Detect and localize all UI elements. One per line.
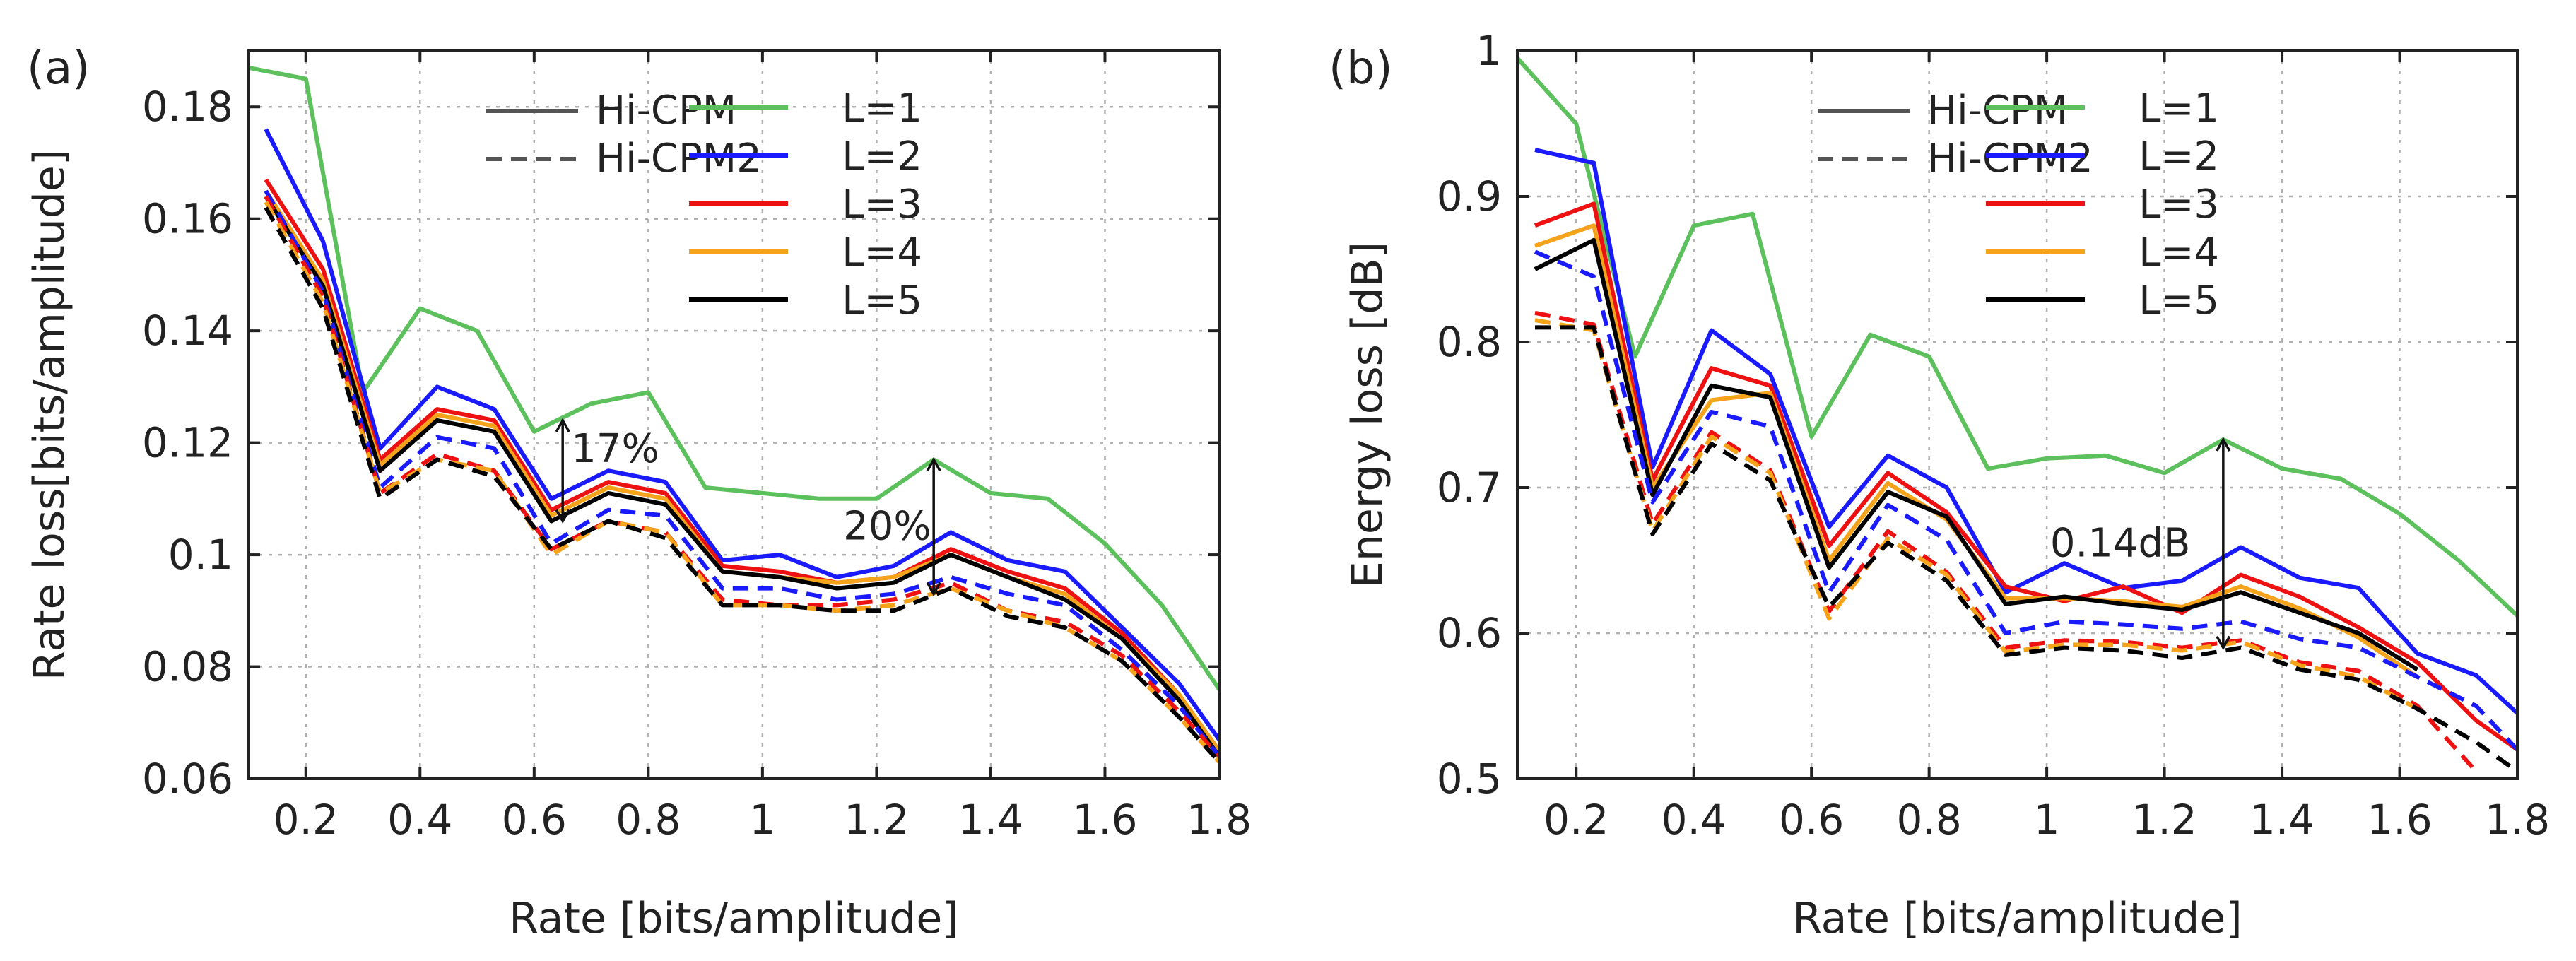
panel-b-xtick-label-6: 1.4 — [2249, 796, 2315, 844]
panel-a-legend-style-label-0: Hi-CPM — [596, 88, 736, 134]
panel-b-series-l-5-hi-cpm2 — [1535, 325, 2517, 774]
panel-a-xtick-label-3: 0.8 — [616, 796, 681, 844]
panel-b-series-l-4-hi-cpm2 — [1534, 318, 2418, 711]
panel-a-xtick-label-2: 0.6 — [502, 796, 567, 844]
panel-b-ytick-label-1: 0.6 — [1437, 609, 1502, 657]
panel-a-legend-L-label-0: L=1 — [842, 86, 922, 131]
panel-a-ytick-label-4: 0.14 — [142, 307, 233, 355]
panel-a-series-l-1 — [249, 65, 1219, 690]
panel-a-legend-L-label-4: L=5 — [842, 278, 922, 324]
panel-a-ytick-label-0: 0.06 — [142, 755, 233, 803]
panel-b-ytick-label-2: 0.7 — [1437, 464, 1502, 512]
panel-b-annotation-text-0: 0.14dB — [2050, 520, 2191, 566]
panel-a-ytick-label-1: 0.08 — [142, 643, 233, 691]
panel-b-series-l-2 — [1534, 148, 2517, 715]
panel-b-x-axis-title: Rate [bits/amplitude] — [1792, 894, 2242, 943]
panel-a-xtick-label-1: 0.4 — [387, 796, 452, 844]
panel-a-xtick-label-7: 1.6 — [1072, 796, 1137, 844]
panel-b-legend-L-label-2: L=3 — [2139, 182, 2219, 228]
panel-a-annotation-arrowhead-top-0 — [555, 418, 570, 432]
panel-b-xtick-label-5: 1.2 — [2131, 796, 2196, 844]
panel-b-series-l-1 — [1517, 57, 2517, 618]
panel-a-xtick-label-6: 1.4 — [958, 796, 1023, 844]
panel-b-annotation-arrowhead-bottom-0 — [2216, 635, 2231, 651]
panel-a-series-l-2 — [264, 128, 1219, 741]
panel-a: 0.2 0.4 0.6 0.8 1 1.2 1.4 1.6 1.8 0.06 0.08 0.1 0.12… — [25, 42, 1252, 943]
panel-a-x-axis-title: Rate [bits/amplitude] — [509, 894, 958, 943]
panel-a-frame — [247, 49, 1221, 780]
panel-a-series-l-3-hi-cpm2 — [264, 195, 1219, 758]
panel-b-xtick-label-3: 0.8 — [1897, 796, 1962, 844]
panel-b-series-l-3-hi-cpm2 — [1534, 310, 2478, 773]
panel-a-annotation-arrowhead-top-1 — [926, 456, 941, 472]
panel-b-series-l-5 — [1534, 237, 2419, 672]
panel-a-legend-L-label-3: L=4 — [842, 230, 922, 276]
panel-b-annotation-arrowhead-top-0 — [2216, 437, 2231, 452]
panel-b-series-l-3 — [1534, 201, 2517, 752]
panel-a-series-l-4-hi-cpm2 — [264, 201, 1219, 764]
panel-a-series-l-5-hi-cpm2 — [264, 206, 1219, 764]
panel-a-ytick-label-2: 0.1 — [168, 531, 233, 579]
panel-a-legend-L-label-1: L=2 — [842, 134, 922, 179]
panel-b-series-group — [1517, 57, 2517, 774]
panel-a-legend-style-label-1: Hi-CPM2 — [596, 136, 762, 182]
panel-b-ytick-label-3: 0.8 — [1437, 318, 1502, 366]
panel-a-series-l-2-hi-cpm2 — [264, 189, 1219, 758]
panel-a-annotation-arrowhead-bottom-1 — [926, 582, 941, 597]
panel-b-legend-L-label-4: L=5 — [2139, 278, 2219, 324]
panel-a-label: (a) — [27, 42, 90, 95]
panel-a-ytick-label-5: 0.16 — [142, 195, 233, 243]
panel-a-xtick-label-0: 0.2 — [274, 796, 339, 844]
panel-a-ytick-label-6: 0.18 — [142, 83, 233, 131]
panel-b-xtick-label-8: 1.8 — [2485, 796, 2550, 844]
panel-a-xtick-label-4: 1 — [749, 796, 775, 844]
panel-b-y-axis-title: Energy loss [dB] — [1343, 242, 1392, 588]
panel-b-frame — [1516, 49, 2519, 780]
panel-a-series-l-5 — [264, 195, 1219, 758]
panel-b-xtick-label-1: 0.4 — [1662, 796, 1727, 844]
panel-a-ytick-label-3: 0.12 — [142, 419, 233, 467]
panel-a-xtick-label-8: 1.8 — [1187, 796, 1252, 844]
panel-a-y-axis-title: Rate loss[bits/amplitude] — [25, 149, 74, 680]
panel-b-ytick-label-4: 0.9 — [1437, 172, 1502, 220]
panel-a-annotation-text-0: 17% — [571, 426, 659, 472]
panel-b-xtick-label-7: 1.6 — [2367, 796, 2432, 844]
panel-b-legend-style-label-0: Hi-CPM — [1927, 88, 2068, 134]
panel-b-legend-style-label-1: Hi-CPM2 — [1927, 136, 2093, 182]
panel-b-label: (b) — [1329, 42, 1393, 95]
panel-a-series-group — [249, 65, 1219, 764]
panel-a-annotation-text-1: 20% — [843, 503, 931, 549]
panel-a-legend-L-label-2: L=3 — [842, 182, 922, 228]
panel-b-legend-L-label-3: L=4 — [2139, 230, 2219, 276]
panel-b-xtick-label-0: 0.2 — [1543, 796, 1608, 844]
panel-b-xtick-label-4: 1 — [2034, 796, 2060, 844]
panel-b-xtick-label-2: 0.6 — [1779, 796, 1844, 844]
panel-a-series-l-3 — [264, 178, 1219, 753]
panel-b: 0.2 0.4 0.6 0.8 1 1.2 1.4 1.6 1.8 0.5 0.6 0.7 0.8 0.9… — [1329, 27, 2550, 943]
panel-a-xtick-label-5: 1.2 — [844, 796, 909, 844]
panel-b-legend-L-label-1: L=2 — [2139, 134, 2219, 179]
panel-b-ytick-label-0: 0.5 — [1437, 755, 1502, 803]
panel-b-ytick-label-5: 1 — [1476, 27, 1502, 75]
panel-b-series-l-2-hi-cpm2 — [1534, 249, 2517, 751]
panel-a-annotation-arrowhead-bottom-0 — [555, 509, 570, 524]
panel-b-legend-L-label-0: L=1 — [2139, 86, 2219, 131]
